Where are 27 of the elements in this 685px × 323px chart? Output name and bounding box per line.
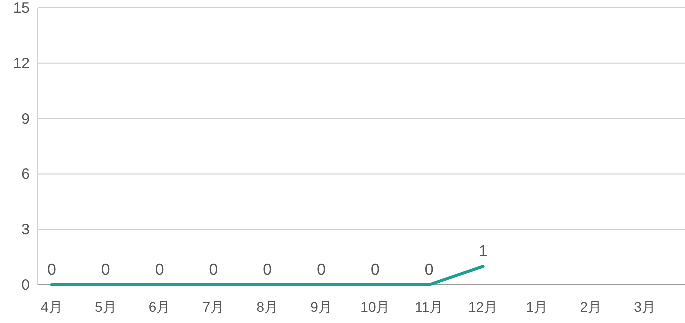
data-label: 0 [155,262,164,279]
x-tick-label: 6月 [148,299,171,315]
x-tick-label: 7月 [202,299,225,315]
y-tick-label: 15 [13,0,30,17]
x-tick-label: 9月 [310,299,332,315]
y-tick-label: 12 [13,55,30,72]
x-tick-label: 8月 [256,299,279,315]
x-tick-label: 3月 [634,299,656,315]
y-tick-label: 6 [22,166,30,184]
y-tick-label: 9 [22,110,30,128]
data-label: 0 [101,262,110,279]
y-tick-label: 3 [22,222,30,239]
x-tick-label: 11月 [415,299,444,315]
x-tick-label: 4月 [41,299,63,315]
x-tick-label: 1月 [526,299,548,315]
x-tick-label: 12月 [468,299,498,315]
data-label: 0 [424,262,434,279]
x-tick-label: 2月 [580,299,602,315]
data-label: 0 [371,262,380,279]
x-tick-label: 10月 [360,299,390,315]
data-label: 0 [209,262,218,279]
data-label: 0 [48,262,57,279]
x-tick-label: 5月 [94,299,117,315]
data-label: 1 [478,244,488,261]
data-label: 0 [317,262,326,279]
y-tick-label: 0 [22,277,30,294]
data-label: 0 [263,262,272,279]
